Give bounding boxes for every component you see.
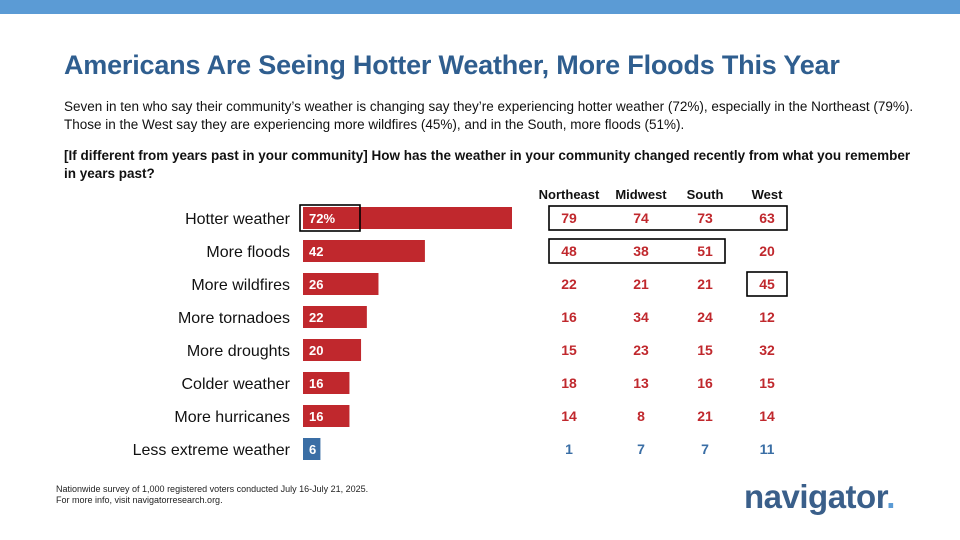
region-value-south-more-droughts: 15 [697, 342, 713, 358]
category-label-colder-weather: Colder weather [182, 376, 291, 393]
region-value-midwest-less-extreme-weather: 7 [637, 441, 645, 457]
footnote-source: Nationwide survey of 1,000 registered vo… [56, 484, 369, 494]
bar-more-hurricanes [303, 405, 350, 427]
region-highlight-box-3 [746, 271, 788, 297]
category-label-more-floods: More floods [206, 244, 290, 261]
region-highlight-box-1 [548, 205, 788, 231]
region-value-midwest-more-droughts: 23 [633, 342, 649, 358]
bar-value-hotter-weather: 72% [309, 211, 335, 226]
region-value-south-hotter-weather: 73 [697, 210, 713, 226]
region-header-south: South [687, 187, 724, 202]
region-value-midwest-more-tornadoes: 34 [633, 309, 649, 325]
region-value-south-colder-weather: 16 [697, 375, 713, 391]
region-value-west-more-floods: 20 [759, 243, 775, 259]
region-value-midwest-more-floods: 38 [633, 243, 649, 259]
navigator-logo: navigator. [744, 478, 895, 516]
region-value-south-more-tornadoes: 24 [697, 309, 713, 325]
subtitle: Seven in ten who say their community’s w… [64, 99, 914, 132]
region-value-midwest-colder-weather: 13 [633, 375, 649, 391]
region-value-midwest-more-wildfires: 21 [633, 276, 649, 292]
bar-value-more-hurricanes: 16 [309, 409, 323, 424]
top-accent-bar [0, 0, 960, 14]
category-label-more-tornadoes: More tornadoes [178, 310, 290, 327]
region-value-northeast-more-tornadoes: 16 [561, 309, 577, 325]
bar-value-more-floods: 42 [309, 244, 323, 259]
region-value-west-more-droughts: 32 [759, 342, 775, 358]
region-header-west: West [752, 187, 783, 202]
bar-more-droughts [303, 339, 362, 361]
bar-value-more-wildfires: 26 [309, 277, 323, 292]
bar-more-tornadoes [303, 306, 367, 328]
category-label-less-extreme-weather: Less extreme weather [133, 442, 291, 459]
region-value-northeast-colder-weather: 18 [561, 375, 577, 391]
bar-value-less-extreme-weather: 6 [309, 442, 316, 457]
bar-hotter-weather [303, 207, 512, 229]
bar-value-more-tornadoes: 22 [309, 310, 323, 325]
region-value-south-more-wildfires: 21 [697, 276, 713, 292]
region-value-northeast-less-extreme-weather: 1 [565, 441, 573, 457]
region-value-northeast-more-hurricanes: 14 [561, 408, 577, 424]
page-title: Americans Are Seeing Hotter Weather, Mor… [64, 50, 840, 80]
region-value-west-more-hurricanes: 14 [759, 408, 775, 424]
logo-dot: . [886, 478, 895, 515]
category-label-more-hurricanes: More hurricanes [174, 409, 290, 426]
region-value-northeast-more-droughts: 15 [561, 342, 577, 358]
region-value-northeast-more-wildfires: 22 [561, 276, 577, 292]
region-header-midwest: Midwest [615, 187, 667, 202]
bar-less-extreme-weather [303, 438, 321, 460]
total-highlight-box [299, 204, 361, 232]
region-header-northeast: Northeast [539, 187, 600, 202]
region-value-south-more-hurricanes: 21 [697, 408, 713, 424]
category-label-more-droughts: More droughts [187, 343, 290, 360]
bar-value-more-droughts: 20 [309, 343, 323, 358]
region-highlight-box-2 [548, 238, 726, 264]
category-label-more-wildfires: More wildfires [191, 277, 290, 294]
region-value-south-more-floods: 51 [697, 243, 713, 259]
region-value-midwest-more-hurricanes: 8 [637, 408, 645, 424]
region-value-northeast-hotter-weather: 79 [561, 210, 577, 226]
region-value-west-more-wildfires: 45 [759, 276, 775, 292]
survey-question: [If different from years past in your co… [64, 148, 911, 181]
region-value-west-more-tornadoes: 12 [759, 309, 775, 325]
region-value-northeast-more-floods: 48 [561, 243, 577, 259]
logo-text: navigator [744, 478, 887, 515]
bar-more-wildfires [303, 273, 379, 295]
footnote: Nationwide survey of 1,000 registered vo… [56, 484, 456, 506]
region-value-west-colder-weather: 15 [759, 375, 775, 391]
bar-more-floods [303, 240, 425, 262]
footnote-info: For more info, visit navigatorresearch.o… [56, 495, 223, 505]
region-value-south-less-extreme-weather: 7 [701, 441, 709, 457]
region-value-midwest-hotter-weather: 74 [633, 210, 649, 226]
region-value-west-hotter-weather: 63 [759, 210, 775, 226]
region-value-west-less-extreme-weather: 11 [760, 441, 775, 457]
category-label-hotter-weather: Hotter weather [185, 211, 291, 228]
bar-colder-weather [303, 372, 350, 394]
bar-value-colder-weather: 16 [309, 376, 323, 391]
